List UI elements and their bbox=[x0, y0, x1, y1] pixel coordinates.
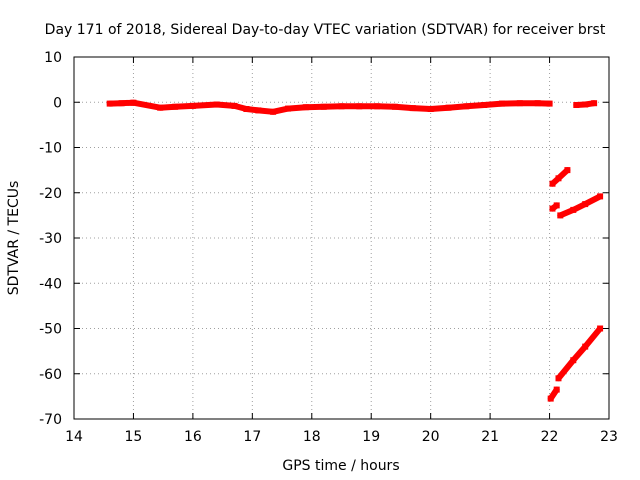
data-point bbox=[582, 201, 589, 208]
x-tick-label: 23 bbox=[600, 429, 618, 445]
data-point bbox=[564, 167, 571, 174]
y-tick-label: -70 bbox=[39, 412, 62, 428]
data-point bbox=[243, 106, 250, 112]
data-point bbox=[553, 202, 560, 209]
data-point bbox=[118, 100, 125, 107]
data-point bbox=[555, 175, 562, 182]
data-point bbox=[557, 212, 564, 219]
x-tick-label: 20 bbox=[422, 429, 440, 445]
x-tick-label: 18 bbox=[303, 429, 321, 445]
data-point bbox=[213, 101, 220, 108]
data-point bbox=[499, 100, 505, 107]
y-tick-label: -10 bbox=[39, 141, 62, 157]
y-tick-label: -40 bbox=[39, 276, 62, 292]
data-point bbox=[320, 103, 327, 110]
data-point bbox=[547, 395, 554, 402]
data-point bbox=[285, 105, 291, 112]
y-tick-label: -50 bbox=[39, 322, 62, 338]
chart-title: Day 171 of 2018, Sidereal Day-to-day VTE… bbox=[45, 22, 606, 38]
data-point bbox=[338, 103, 345, 110]
data-point bbox=[570, 357, 577, 364]
y-tick-label: -20 bbox=[39, 186, 62, 202]
x-tick-label: 15 bbox=[125, 429, 143, 445]
data-point bbox=[409, 105, 416, 112]
data-point bbox=[597, 325, 604, 332]
x-tick-label: 21 bbox=[481, 429, 499, 445]
data-point bbox=[392, 103, 398, 110]
data-point bbox=[302, 104, 309, 111]
axes: 14 15 16 17 18 19 20 21 22 23 -70 -60 -50 -40 -30 -20 -1… bbox=[39, 50, 618, 445]
x-axis-label: GPS time / hours bbox=[282, 458, 399, 474]
data-point bbox=[582, 343, 589, 350]
x-tick-label: 22 bbox=[541, 429, 559, 445]
data-point bbox=[130, 99, 137, 106]
data-point bbox=[356, 103, 363, 110]
data-point bbox=[270, 108, 277, 115]
y-axis-label: SDTVAR / TECUs bbox=[6, 181, 22, 296]
data-point bbox=[231, 102, 238, 109]
data-point bbox=[516, 100, 523, 107]
x-tick-label: 14 bbox=[65, 429, 83, 445]
data-point bbox=[597, 193, 604, 200]
x-tick-label: 19 bbox=[362, 429, 380, 445]
data-point bbox=[555, 375, 562, 382]
y-tick-label: -30 bbox=[39, 231, 62, 247]
y-tick-label: 0 bbox=[53, 95, 62, 111]
data-point bbox=[591, 100, 598, 107]
data-points bbox=[106, 99, 604, 402]
data-point bbox=[374, 103, 381, 110]
data-point bbox=[189, 102, 196, 109]
x-tick-label: 17 bbox=[243, 429, 261, 445]
data-series bbox=[555, 325, 604, 382]
data-point bbox=[570, 206, 577, 213]
y-tick-label: -60 bbox=[39, 367, 62, 383]
x-tick-label: 16 bbox=[184, 429, 202, 445]
data-series bbox=[557, 193, 604, 219]
data-point bbox=[573, 102, 580, 108]
data-point bbox=[427, 106, 434, 112]
data-point bbox=[255, 107, 262, 114]
data-point bbox=[553, 386, 560, 393]
grid bbox=[74, 57, 609, 419]
y-tick-label: 10 bbox=[44, 50, 62, 66]
data-point bbox=[106, 100, 113, 107]
data-point bbox=[172, 103, 179, 110]
data-point bbox=[549, 180, 556, 187]
data-point bbox=[157, 104, 164, 111]
data-point bbox=[582, 101, 589, 108]
data-point bbox=[481, 102, 488, 108]
data-point bbox=[445, 104, 452, 111]
data-point bbox=[463, 103, 470, 110]
data-point bbox=[534, 100, 541, 107]
data-point bbox=[549, 205, 556, 212]
data-point bbox=[546, 100, 553, 107]
